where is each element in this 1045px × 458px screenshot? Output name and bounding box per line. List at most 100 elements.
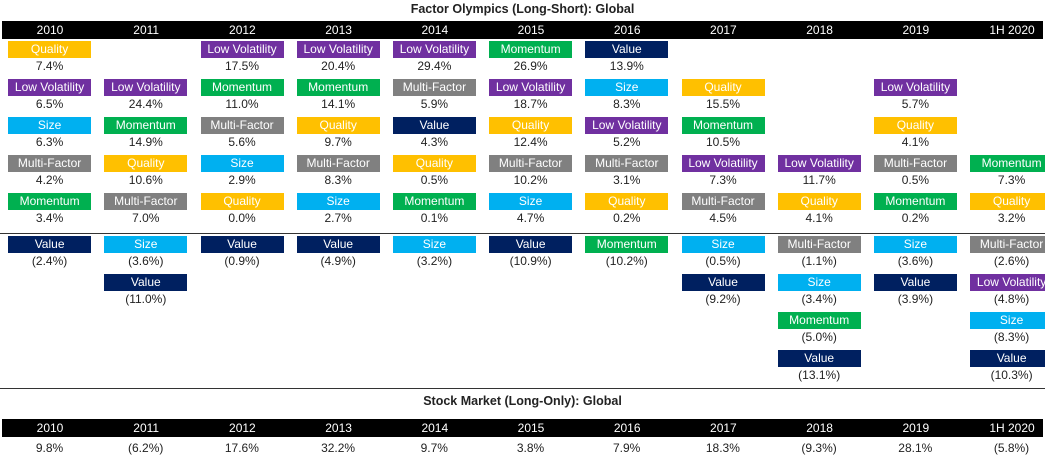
factor-return-value: (2.4%): [31, 254, 68, 268]
factor-tile-momentum: Momentum: [681, 117, 765, 134]
factor-tile-momentum: Momentum: [585, 236, 669, 253]
factor-tile-momentum: Momentum: [104, 117, 188, 134]
factor-tile-momentum: Momentum: [200, 79, 284, 96]
factor-tile-size: Size: [489, 193, 573, 210]
factor-return-value: 9.7%: [324, 135, 352, 149]
factor-return-value: (4.8%): [993, 292, 1030, 306]
factor-tile-quality: Quality: [104, 155, 188, 172]
factor-tile-multi-factor: Multi-Factor: [777, 236, 861, 253]
factor-return-value: 3.2%: [997, 211, 1026, 225]
factor-return-value: (10.3%): [990, 368, 1033, 382]
factor-tile-value: Value: [200, 236, 284, 253]
factor-return-value: 7.3%: [997, 173, 1026, 187]
factor-return-value: 17.5%: [224, 59, 260, 73]
factor-return-value: 4.3%: [420, 135, 449, 149]
factor-return-value: (0.9%): [224, 254, 260, 268]
factor-return-value: 4.1%: [901, 135, 930, 149]
factor-return-value: (0.5%): [705, 254, 741, 268]
factor-return-value: 8.3%: [613, 97, 641, 111]
factor-tile-quality: Quality: [873, 117, 957, 134]
factor-return-value: (10.2%): [605, 254, 648, 268]
factor-return-value: 15.5%: [705, 97, 741, 111]
factor-tile-value: Value: [296, 236, 380, 253]
factor-return-value: (3.6%): [128, 254, 164, 268]
factor-year-2013: 2013: [325, 23, 352, 37]
factor-return-value: 11.7%: [802, 173, 836, 187]
factor-tile-low-volatility: Low Volatility: [392, 41, 476, 58]
factor-return-value: 7.4%: [35, 59, 64, 73]
factor-tile-multi-factor: Multi-Factor: [200, 117, 284, 134]
factor-tile-low-volatility: Low Volatility: [681, 155, 765, 172]
stock-return-value: 9.8%: [35, 441, 64, 455]
factor-return-value: 4.1%: [805, 211, 833, 225]
factor-return-value: 20.4%: [321, 59, 356, 73]
stock-return-value: (5.8%): [993, 441, 1030, 455]
factor-return-value: (5.0%): [801, 330, 837, 344]
factor-return-value: 7.0%: [132, 211, 160, 225]
factor-return-value: (3.4%): [801, 292, 837, 306]
stock-year-2016: 2016: [613, 421, 641, 435]
factor-tile-low-volatility: Low Volatility: [104, 79, 188, 96]
factor-tile-momentum: Momentum: [873, 193, 957, 210]
stock-return-value: 32.2%: [321, 441, 356, 455]
factor-tile-momentum: Momentum: [489, 41, 573, 58]
factor-tile-quality: Quality: [777, 193, 861, 210]
factor-return-value: 0.2%: [613, 211, 641, 225]
factor-tile-size: Size: [392, 236, 476, 253]
factor-return-value: 4.2%: [35, 173, 64, 187]
factor-tile-low-volatility: Low Volatility: [873, 79, 957, 96]
factor-return-value: 5.9%: [420, 97, 449, 111]
factor-tile-quality: Quality: [585, 193, 669, 210]
stock-market-title: Stock Market (Long-Only): Global: [423, 394, 622, 408]
factor-year-2010: 2010: [36, 23, 64, 37]
factor-tile-value: Value: [392, 117, 476, 134]
stock-return-value: 3.8%: [516, 441, 545, 455]
factor-tile-low-volatility: Low Volatility: [970, 274, 1045, 291]
factor-return-value: 11.0%: [225, 97, 259, 111]
factor-return-value: 8.3%: [324, 173, 352, 187]
factor-tile-multi-factor: Multi-Factor: [970, 236, 1045, 253]
factor-return-value: (3.9%): [897, 292, 934, 306]
stock-year-2013: 2013: [325, 421, 352, 435]
factor-tile-low-volatility: Low Volatility: [200, 41, 284, 58]
factor-tile-multi-factor: Multi-Factor: [296, 155, 380, 172]
factor-tile-multi-factor: Multi-Factor: [873, 155, 957, 172]
factor-tile-multi-factor: Multi-Factor: [585, 155, 669, 172]
factor-tile-momentum: Momentum: [392, 193, 476, 210]
factor-tile-multi-factor: Multi-Factor: [8, 155, 92, 172]
factor-return-value: (4.9%): [320, 254, 356, 268]
factor-tile-momentum: Momentum: [970, 155, 1045, 172]
factor-return-value: 3.4%: [35, 211, 64, 225]
factor-tile-value: Value: [681, 274, 765, 291]
factor-tile-size: Size: [681, 236, 765, 253]
factor-return-value: (11.0%): [125, 292, 167, 306]
stock-year-2017: 2017: [710, 421, 737, 435]
stock-year-2018: 2018: [806, 421, 833, 435]
stock-year-2012: 2012: [229, 421, 256, 435]
stock-year-2014: 2014: [421, 421, 449, 435]
factor-return-value: 4.7%: [516, 211, 545, 225]
factor-return-value: 5.2%: [613, 135, 641, 149]
factor-tile-multi-factor: Multi-Factor: [104, 193, 188, 210]
factor-tile-value: Value: [8, 236, 92, 253]
factor-return-value: 14.9%: [128, 135, 163, 149]
factor-year-2011: 2011: [133, 23, 160, 37]
factor-return-value: (8.3%): [993, 330, 1030, 344]
factor-return-value: (1.1%): [801, 254, 837, 268]
factor-return-value: 0.1%: [420, 211, 449, 225]
factor-tile-multi-factor: Multi-Factor: [392, 79, 476, 96]
factor-tile-multi-factor: Multi-Factor: [489, 155, 573, 172]
factor-tile-size: Size: [585, 79, 669, 96]
factor-return-value: 4.5%: [709, 211, 737, 225]
factor-year-1h-2020: 1H 2020: [989, 23, 1035, 37]
factor-return-value: 6.3%: [35, 135, 64, 149]
factor-tile-momentum: Momentum: [296, 79, 380, 96]
factor-tile-size: Size: [296, 193, 380, 210]
factor-tile-low-volatility: Low Volatility: [489, 79, 573, 96]
factor-tile-quality: Quality: [200, 193, 284, 210]
factor-tile-value: Value: [777, 350, 861, 367]
factor-return-value: (10.9%): [509, 254, 552, 268]
factor-tile-quality: Quality: [970, 193, 1045, 210]
factor-return-value: 14.1%: [321, 97, 356, 111]
factor-return-value: (9.2%): [705, 292, 741, 306]
